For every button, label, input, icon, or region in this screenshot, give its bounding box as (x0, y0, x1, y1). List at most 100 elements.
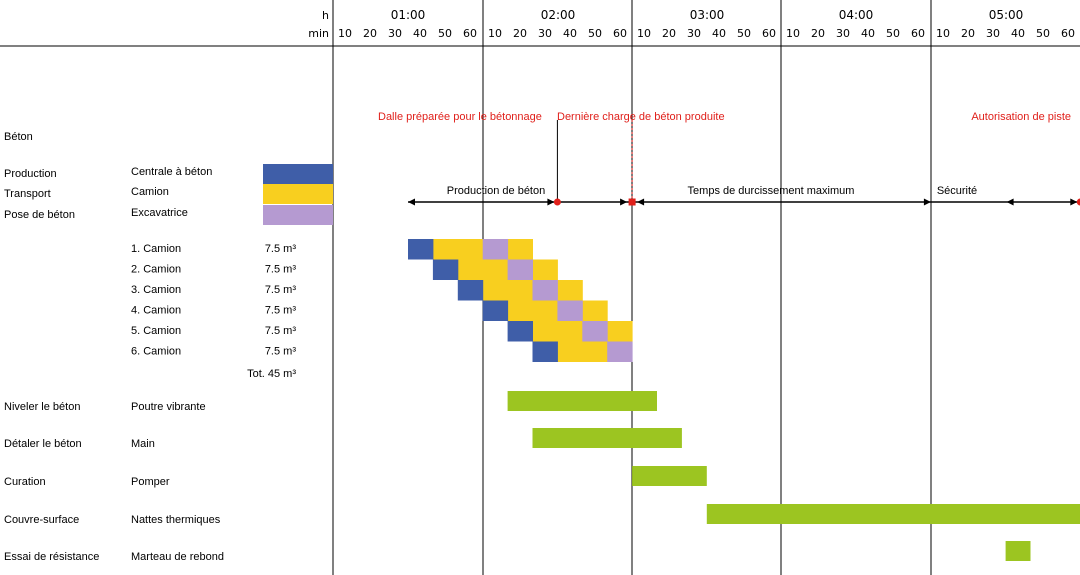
arrowhead (408, 198, 415, 206)
task-bar (532, 428, 682, 448)
minute-tick-label: 60 (1061, 27, 1075, 40)
minute-tick-label: 20 (961, 27, 975, 40)
transport-block (557, 280, 583, 301)
pose-block (607, 341, 633, 362)
legend-swatch (263, 205, 333, 225)
truck-schedule: 1. Camion 7.5 m³ 2. Camion 7.5 m³ 3. Camion 7… (131, 239, 633, 380)
task-bars: Niveler le béton Poutre vibrante Détaler l… (4, 391, 1080, 563)
pose-block (482, 239, 509, 260)
phase-label: Sécurité (937, 185, 977, 197)
minute-tick-label: 40 (861, 27, 875, 40)
minute-tick-label: 10 (637, 27, 651, 40)
truck-label: 5. Camion (131, 325, 181, 337)
legend-equipment-label: Excavatrice (131, 207, 188, 219)
task-equipment: Pomper (131, 476, 170, 488)
legend-swatch (263, 164, 333, 184)
truck-label: 6. Camion (131, 346, 181, 358)
task-equipment: Nattes thermiques (131, 514, 221, 526)
legend-swatch (263, 184, 333, 204)
hour-label: 02:00 (541, 8, 576, 22)
truck-label: 4. Camion (131, 305, 181, 317)
task-equipment: Main (131, 438, 155, 450)
truck-volume: 7.5 m³ (265, 243, 297, 255)
minute-tick-label: 50 (886, 27, 900, 40)
arrowhead (547, 198, 555, 206)
phase-arrows: Production de béton Temps de durcissement… (408, 185, 1080, 206)
production-block (432, 259, 459, 280)
pose-block (557, 300, 583, 321)
minute-tick-label: 20 (662, 27, 676, 40)
production-block (532, 341, 558, 362)
task-equipment: Poutre vibrante (131, 401, 206, 413)
task-bar (507, 391, 657, 411)
minute-tick-label: 60 (613, 27, 627, 40)
minute-tick-label: 40 (1011, 27, 1025, 40)
pose-block (582, 321, 608, 342)
event-dot (553, 198, 561, 206)
event-label: Dernière charge de béton produite (557, 111, 725, 123)
event-label: Dalle préparée pour le bétonnage (378, 111, 542, 123)
phase-label: Production de béton (447, 185, 545, 197)
transport-block (532, 321, 583, 342)
events: Dalle préparée pour le bétonnage Dernière… (378, 111, 1071, 203)
hour-label: 04:00 (839, 8, 874, 22)
truck-label: 1. Camion (131, 243, 181, 255)
legend-equipment-label: Centrale à béton (131, 166, 212, 178)
production-block (482, 300, 509, 321)
transport-block (557, 341, 608, 362)
minute-tick-label: 30 (388, 27, 402, 40)
minute-tick-label: 50 (588, 27, 602, 40)
minute-tick-label: 50 (1036, 27, 1050, 40)
minute-tick-label: 10 (488, 27, 502, 40)
arrowhead (1070, 198, 1078, 206)
minute-tick-label: 50 (438, 27, 452, 40)
legend: Production Centrale à béton Transport Camio… (4, 164, 333, 225)
transport-block (482, 280, 533, 301)
production-block (408, 239, 434, 260)
transport-block (457, 259, 509, 280)
hour-label: 01:00 (391, 8, 426, 22)
production-block (507, 321, 533, 342)
hour-label: 03:00 (690, 8, 725, 22)
time-header: 01:00 10 20 30 40 50 60 02:00 10 20 30 40 50 60 03:00 1… (338, 8, 1075, 40)
minute-tick-label: 10 (936, 27, 950, 40)
transport-block (532, 259, 558, 280)
transport-block (582, 300, 608, 321)
section-title: Béton (4, 131, 33, 143)
minute-tick-label: 60 (762, 27, 776, 40)
truck-label: 2. Camion (131, 264, 181, 276)
pose-block (532, 280, 558, 301)
task-label: Niveler le béton (4, 401, 80, 413)
task-label: Couvre-surface (4, 514, 79, 526)
legend-phase-label: Production (4, 168, 57, 180)
pose-block (507, 259, 533, 280)
event-label: Autorisation de piste (971, 111, 1071, 123)
minute-tick-label: 30 (538, 27, 552, 40)
truck-volume: 7.5 m³ (265, 264, 297, 276)
legend-equipment-label: Camion (131, 186, 169, 198)
minute-tick-label: 30 (986, 27, 1000, 40)
production-block (457, 280, 484, 301)
transport-block (607, 321, 633, 342)
minute-tick-label: 20 (513, 27, 527, 40)
minute-tick-label: 60 (463, 27, 477, 40)
truck-volume: 7.5 m³ (265, 325, 297, 337)
transport-block (507, 300, 558, 321)
minute-tick-label: 50 (737, 27, 751, 40)
minute-tick-label: 20 (363, 27, 377, 40)
hour-row-label: h (322, 9, 329, 22)
task-bar (706, 504, 1080, 524)
task-bar (1005, 541, 1031, 561)
minute-tick-label: 20 (811, 27, 825, 40)
transport-block (432, 239, 484, 260)
minute-tick-label: 10 (338, 27, 352, 40)
arrowhead (620, 198, 628, 206)
phase-label: Temps de durcissement maximum (688, 185, 855, 197)
task-label: Détaler le béton (4, 438, 82, 450)
transport-block (507, 239, 533, 260)
minute-tick-label: 60 (911, 27, 925, 40)
truck-volume: 7.5 m³ (265, 346, 297, 358)
event-dot (628, 198, 636, 206)
